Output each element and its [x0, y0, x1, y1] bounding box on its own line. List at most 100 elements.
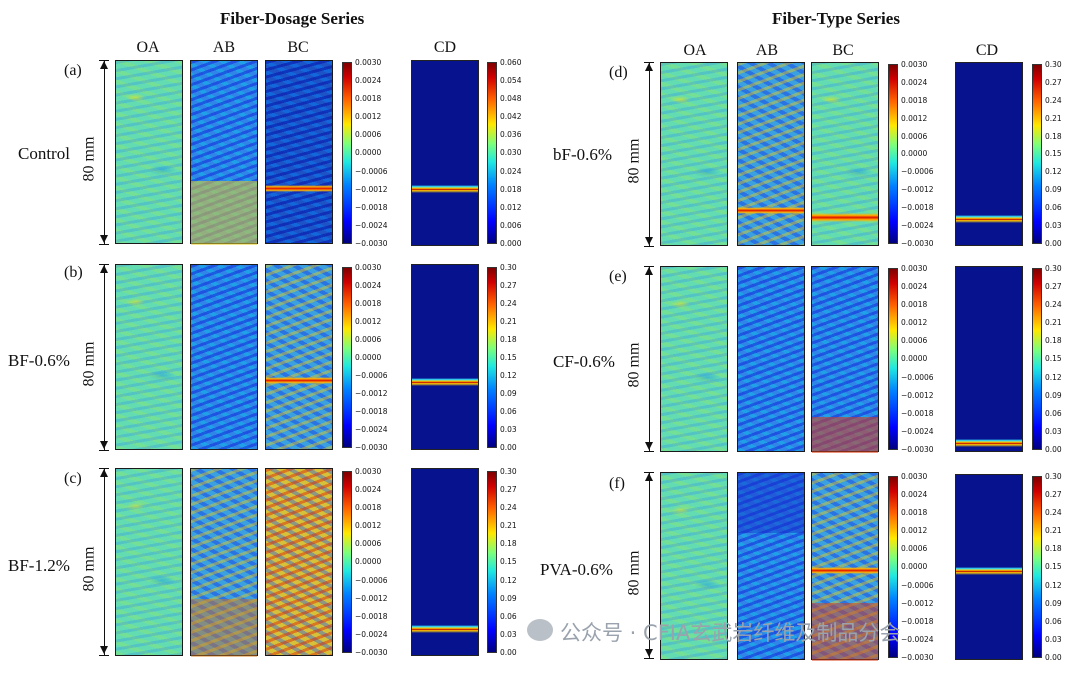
- tick: 0.06: [1045, 203, 1062, 213]
- tick: 0.030: [500, 148, 522, 158]
- panel-letter: (b): [64, 264, 83, 281]
- tick: 0.018: [500, 184, 522, 194]
- wechat-icon: [527, 619, 553, 641]
- strain-map-oa: [115, 60, 183, 244]
- strain-map-bc: [811, 266, 879, 453]
- cd-tick-labels: 0.060 0.054 0.048 0.042 0.036 0.030 0.024 0.018…: [500, 58, 521, 248]
- cd-tick-labels: 0.30 0.27 0.24 0.21 0.18 0.15 0.12 0.09 0.06 0.03…: [500, 467, 517, 657]
- dimension-cap-bottom: [644, 246, 654, 247]
- panel-name: Control: [18, 144, 70, 163]
- tick: 0.0024: [901, 77, 928, 87]
- tick: 0.0024: [355, 281, 382, 290]
- cd-tick-labels: 0.30 0.27 0.24 0.21 0.18 0.15 0.12 0.09 0.06 0.03…: [500, 263, 517, 452]
- tick: −0.0018: [355, 611, 388, 621]
- strain-colorbar: [342, 267, 352, 448]
- arrow-down-icon: [100, 235, 108, 243]
- tick: 0.12: [1045, 167, 1062, 177]
- tick: 0.24: [1045, 95, 1062, 105]
- tick: 0.0012: [901, 113, 928, 123]
- dimension-label: 80 mm: [80, 136, 98, 182]
- strain-map-ab: [190, 468, 258, 657]
- cd-colorbar: [487, 62, 497, 244]
- tick: 0.0000: [901, 149, 928, 159]
- tick: 0.24: [500, 299, 517, 308]
- tick: −0.0012: [901, 598, 934, 608]
- crack-displacement-map: [955, 266, 1023, 452]
- crack-displacement-map: [411, 264, 479, 450]
- tick: 0.0018: [355, 299, 382, 308]
- tick: 0.09: [500, 593, 517, 603]
- tick: −0.0006: [355, 575, 388, 585]
- dimension-line: [104, 468, 105, 655]
- dimension-label: 80 mm: [625, 138, 643, 184]
- tick: 0.09: [1045, 598, 1062, 608]
- dimension-line: [104, 264, 105, 450]
- tick: 0.30: [500, 263, 517, 272]
- crack-displacement-map: [411, 60, 479, 246]
- cd-colorbar: [1032, 268, 1042, 450]
- dimension-line: [649, 62, 650, 246]
- arrow-up-icon: [100, 265, 108, 273]
- tick: 0.0012: [355, 521, 382, 531]
- tick: −0.0030: [901, 238, 934, 248]
- strain-map-oa: [660, 266, 728, 452]
- tick: 0.06: [500, 407, 517, 416]
- strain-colorbar: [888, 64, 898, 244]
- tick: 0.27: [1045, 77, 1062, 87]
- strain-map-ab: [737, 472, 805, 660]
- arrow-down-icon: [645, 237, 653, 245]
- tick: −0.0012: [355, 389, 388, 398]
- right-series-title: Fiber-Type Series: [772, 9, 900, 28]
- tick: 0.09: [500, 389, 517, 398]
- crack-displacement-map: [955, 62, 1023, 246]
- panel-name: BF-1.2%: [8, 556, 70, 575]
- strain-colorbar: [888, 268, 898, 450]
- tick: −0.0006: [901, 372, 934, 382]
- tick: 0.15: [500, 353, 517, 362]
- strain-colorbar: [342, 471, 352, 653]
- tick: 0.0000: [355, 353, 382, 362]
- dimension-label: 80 mm: [625, 342, 643, 388]
- tick: 0.21: [500, 317, 517, 326]
- tick: 0.0006: [355, 130, 382, 140]
- tick: 0.24: [1045, 300, 1062, 310]
- strain-map-bc: [265, 264, 333, 450]
- tick: 0.0024: [901, 282, 928, 292]
- arrow-up-icon: [645, 473, 653, 481]
- tick: 0.21: [500, 521, 517, 531]
- strain-map-oa: [660, 62, 728, 246]
- tick: 0.0012: [355, 112, 382, 122]
- tick: 0.0030: [901, 60, 928, 69]
- arrow-down-icon: [645, 442, 653, 450]
- tick: −0.0006: [355, 166, 388, 176]
- tick: 0.0018: [355, 94, 382, 104]
- tick: 0.0030: [355, 263, 382, 272]
- tick: 0.18: [1045, 544, 1062, 554]
- strain-map-ab: [190, 60, 258, 245]
- tick: 0.006: [500, 220, 522, 230]
- col-header-ab-left: AB: [212, 39, 236, 56]
- arrow-up-icon: [100, 469, 108, 477]
- tick: −0.0012: [901, 390, 934, 400]
- tick: 0.0000: [901, 562, 928, 572]
- tick: −0.0030: [355, 647, 388, 657]
- tick: 0.27: [500, 281, 517, 290]
- tick: 0.00: [1045, 652, 1062, 662]
- panel-name: BF-0.6%: [8, 351, 70, 370]
- tick: 0.09: [1045, 185, 1062, 195]
- tick: 0.21: [1045, 113, 1062, 123]
- dimension-line: [649, 266, 650, 451]
- col-header-oa-right: OA: [683, 42, 707, 59]
- panel-letter: (d): [609, 64, 628, 81]
- dimension-line: [104, 60, 105, 244]
- tick: 0.18: [1045, 131, 1062, 141]
- dimension-line: [649, 472, 650, 658]
- tick: −0.0006: [355, 371, 388, 380]
- tick: 0.30: [1045, 472, 1062, 481]
- col-header-ab-right: AB: [755, 42, 779, 59]
- cd-colorbar: [1032, 64, 1042, 244]
- dimension-cap-bottom: [644, 658, 654, 659]
- tick: 0.0012: [355, 317, 382, 326]
- tick: −0.0024: [901, 221, 934, 231]
- tick: −0.0030: [355, 238, 388, 248]
